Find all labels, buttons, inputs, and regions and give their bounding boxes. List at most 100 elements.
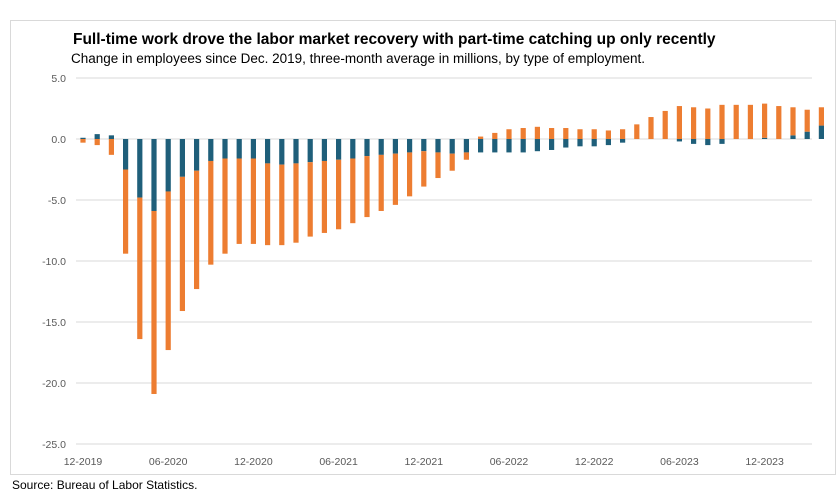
bar-part-time [222, 139, 228, 159]
bar-full-time [563, 128, 569, 139]
bar-part-time [293, 139, 299, 164]
y-tick-label: -10.0 [42, 256, 66, 268]
bar-full-time [151, 210, 157, 394]
bar-part-time [463, 139, 469, 153]
bar-full-time [137, 197, 143, 340]
bar-part-time [520, 139, 526, 153]
bar-full-time [776, 106, 782, 139]
bar-full-time [449, 153, 455, 171]
bar-full-time [648, 117, 654, 139]
x-tick-label: 12-2020 [234, 456, 273, 468]
bar-full-time [634, 124, 640, 139]
bar-part-time [762, 137, 768, 139]
bar-part-time [350, 139, 356, 159]
bar-part-time [421, 139, 427, 152]
bar-full-time [620, 129, 626, 139]
bar-part-time [336, 139, 342, 160]
bar-part-time [165, 139, 171, 192]
bar-part-time [591, 139, 597, 147]
bar-full-time [691, 107, 697, 139]
bar-full-time [549, 128, 555, 139]
bar-full-time [733, 104, 739, 139]
bar-full-time [605, 130, 611, 139]
bar-part-time [80, 137, 86, 139]
x-tick-label: 06-2021 [319, 456, 358, 468]
bar-full-time [80, 139, 86, 143]
x-axis-ticks: 12-2019 06-2020 12-2020 06-2021 12-2021 06-20… [64, 456, 784, 468]
bar-full-time [165, 191, 171, 351]
bar-full-time [804, 109, 810, 132]
bar-full-time [705, 108, 711, 139]
y-tick-label: 0.0 [51, 134, 66, 146]
bar-full-time [179, 176, 185, 312]
chart-subtitle: Change in employees since Dec. 2019, thr… [71, 51, 646, 66]
bar-part-time [250, 139, 256, 159]
bar-full-time [719, 104, 725, 139]
y-axis-ticks: 5.0 0.0 -5.0 -10.0 -15.0 -20.0 -25.0 [42, 73, 66, 451]
bar-full-time [378, 154, 384, 211]
bar-full-time [463, 152, 469, 160]
bar-full-time [194, 170, 200, 290]
bar-full-time [534, 126, 540, 139]
bar-full-time [762, 103, 768, 138]
bar-part-time [577, 139, 583, 147]
bar-full-time [321, 160, 327, 233]
x-tick-label: 12-2021 [405, 456, 444, 468]
bar-full-time [577, 129, 583, 139]
bar-full-time [676, 106, 682, 139]
bar-full-time [818, 107, 824, 126]
bar-full-time [392, 153, 398, 205]
bar-part-time [378, 139, 384, 155]
bar-part-time [435, 139, 441, 153]
bar-part-time [123, 139, 129, 170]
x-tick-label: 06-2020 [149, 456, 188, 468]
bar-full-time [222, 158, 228, 254]
bar-full-time [250, 158, 256, 244]
x-tick-label: 12-2019 [64, 456, 103, 468]
bar-part-time [549, 139, 555, 150]
bar-full-time [208, 160, 214, 265]
bar-part-time [265, 139, 271, 164]
bar-part-time [605, 139, 611, 146]
bar-part-time [449, 139, 455, 154]
y-tick-label: 5.0 [51, 73, 66, 85]
y-tick-label: -20.0 [42, 378, 66, 390]
bar-full-time [364, 156, 370, 218]
bar-part-time [719, 139, 725, 144]
bar-full-time [94, 139, 100, 146]
bar-full-time [108, 139, 114, 155]
bar-full-time [747, 104, 753, 139]
bars [80, 103, 824, 394]
bar-part-time [804, 131, 810, 139]
bar-part-time [705, 139, 711, 146]
bar-part-time [691, 139, 697, 144]
bar-part-time [307, 139, 313, 163]
bar-part-time [151, 139, 157, 211]
chart-title: Full-time work drove the labor market re… [73, 31, 716, 48]
bar-part-time [137, 139, 143, 198]
bar-full-time [336, 159, 342, 230]
bar-full-time [293, 163, 299, 243]
bar-full-time [662, 110, 668, 139]
bar-part-time [620, 139, 626, 143]
bar-full-time [478, 136, 484, 139]
chart-source: Source: Bureau of Labor Statistics. [12, 478, 198, 492]
bar-part-time [179, 139, 185, 177]
bar-full-time [506, 129, 512, 139]
bar-part-time [506, 139, 512, 153]
bar-part-time [790, 135, 796, 139]
x-tick-label: 06-2023 [660, 456, 699, 468]
bar-part-time [321, 139, 327, 161]
y-tick-label: -25.0 [42, 439, 66, 451]
bar-part-time [364, 139, 370, 157]
bar-full-time [123, 169, 129, 254]
bar-part-time [563, 139, 569, 148]
bar-part-time [279, 139, 285, 165]
bar-full-time [520, 128, 526, 139]
bar-part-time [194, 139, 200, 171]
bar-full-time [591, 129, 597, 139]
x-tick-label: 06-2022 [490, 456, 529, 468]
bar-full-time [279, 164, 285, 246]
bar-full-time [307, 162, 313, 237]
